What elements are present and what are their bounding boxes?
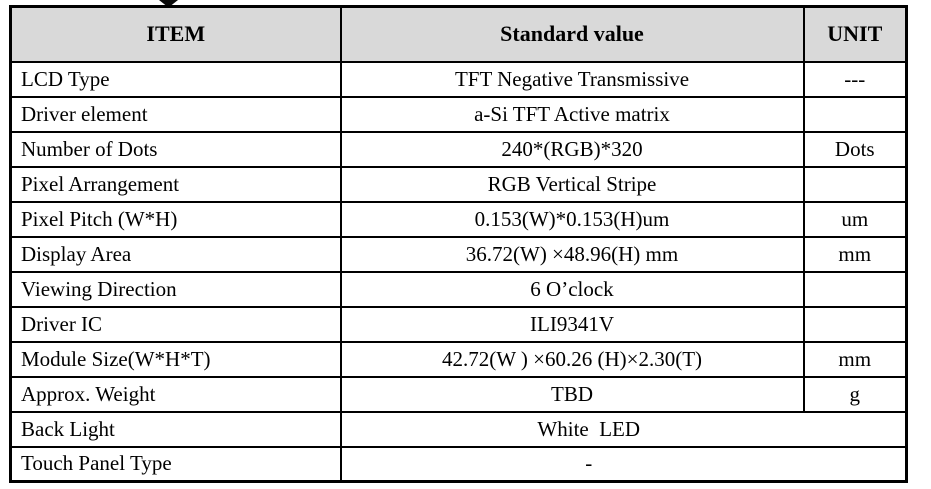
item-cell: Pixel Arrangement xyxy=(9,165,342,203)
header-cell-standard-value: Standard value xyxy=(339,5,805,63)
table-row: Viewing Direction 6 O’clock xyxy=(9,270,908,308)
table-row: LCD Type TFT Negative Transmissive --- xyxy=(9,60,908,98)
header-row: ITEM Standard value UNIT xyxy=(9,5,908,63)
unit-cell xyxy=(802,95,908,133)
standard-value-cell: 36.72(W) ×48.96(H) mm xyxy=(339,235,805,273)
unit-cell: mm xyxy=(802,235,908,273)
item-cell: Number of Dots xyxy=(9,130,342,168)
item-cell: Driver element xyxy=(9,95,342,133)
unit-cell xyxy=(802,165,908,203)
unit-cell: um xyxy=(802,200,908,238)
table-row: Approx. Weight TBD g xyxy=(9,375,908,413)
table-row: Pixel Arrangement RGB Vertical Stripe xyxy=(9,165,908,203)
item-cell: Touch Panel Type xyxy=(9,445,342,483)
unit-cell: --- xyxy=(802,60,908,98)
standard-value-cell: - xyxy=(339,445,908,483)
table-row: Touch Panel Type - xyxy=(9,445,908,483)
item-cell: Display Area xyxy=(9,235,342,273)
cropped-heading-fragment xyxy=(159,0,178,6)
header-cell-item: ITEM xyxy=(9,5,342,63)
standard-value-cell: TBD xyxy=(339,375,805,413)
unit-cell: Dots xyxy=(802,130,908,168)
table-row: Module Size(W*H*T) 42.72(W ) ×60.26 (H)×2… xyxy=(9,340,908,378)
unit-cell xyxy=(802,305,908,343)
header-cell-unit: UNIT xyxy=(802,5,908,63)
table-row: Driver element a-Si TFT Active matrix xyxy=(9,95,908,133)
unit-cell: g xyxy=(802,375,908,413)
standard-value-cell: TFT Negative Transmissive xyxy=(339,60,805,98)
item-cell: Back Light xyxy=(9,410,342,448)
standard-value-cell: RGB Vertical Stripe xyxy=(339,165,805,203)
standard-value-cell: 42.72(W ) ×60.26 (H)×2.30(T) xyxy=(339,340,805,378)
lcd-spec-table: ITEM Standard value UNIT LCD Type TFT Neg… xyxy=(9,5,908,483)
unit-cell: mm xyxy=(802,340,908,378)
item-cell: Module Size(W*H*T) xyxy=(9,340,342,378)
item-cell: Pixel Pitch (W*H) xyxy=(9,200,342,238)
standard-value-cell: White LED xyxy=(339,410,908,448)
table-row: Display Area 36.72(W) ×48.96(H) mm mm xyxy=(9,235,908,273)
standard-value-cell: 0.153(W)*0.153(H)um xyxy=(339,200,805,238)
spec-table-header: ITEM Standard value UNIT xyxy=(9,5,908,63)
table-row: Driver IC ILI9341V xyxy=(9,305,908,343)
standard-value-cell: 240*(RGB)*320 xyxy=(339,130,805,168)
item-cell: LCD Type xyxy=(9,60,342,98)
item-cell: Viewing Direction xyxy=(9,270,342,308)
item-cell: Driver IC xyxy=(9,305,342,343)
table-row: Number of Dots 240*(RGB)*320 Dots xyxy=(9,130,908,168)
item-cell: Approx. Weight xyxy=(9,375,342,413)
table-row: Back Light White LED xyxy=(9,410,908,448)
unit-cell xyxy=(802,270,908,308)
standard-value-cell: ILI9341V xyxy=(339,305,805,343)
spec-table-body: LCD Type TFT Negative Transmissive --- Driv… xyxy=(9,60,908,483)
table-row: Pixel Pitch (W*H) 0.153(W)*0.153(H)um um xyxy=(9,200,908,238)
standard-value-cell: 6 O’clock xyxy=(339,270,805,308)
standard-value-cell: a-Si TFT Active matrix xyxy=(339,95,805,133)
